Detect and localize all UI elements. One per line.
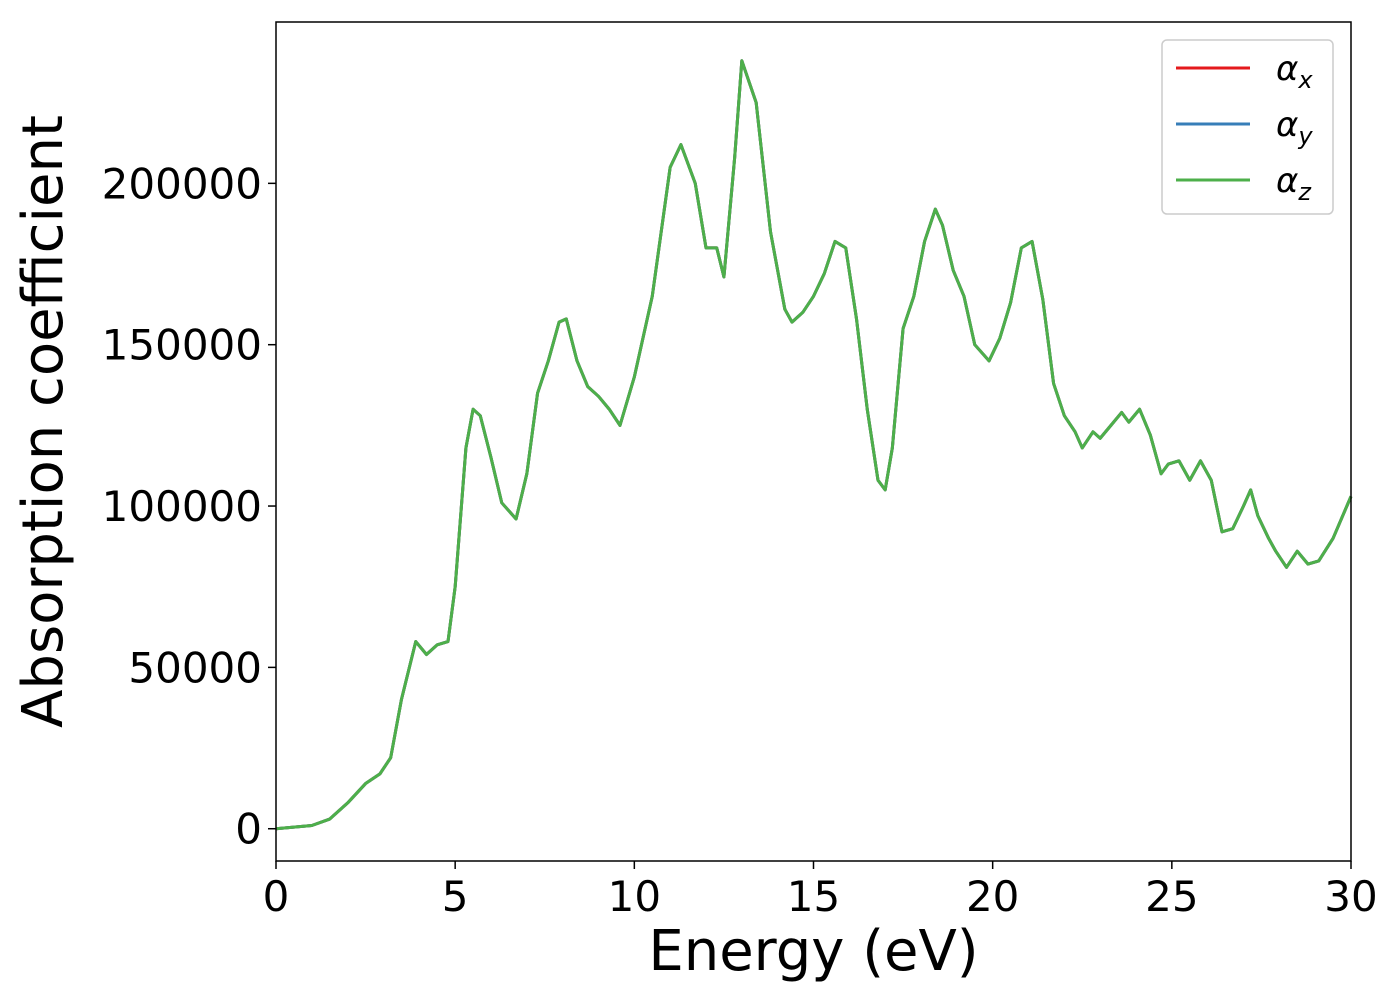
legend-label-z: αz [1276,161,1312,206]
y-axis-label: Absorption coefficient [11,115,76,728]
x-tick-label: 15 [787,872,840,921]
x-tick-label: 10 [608,872,661,921]
legend-box [1161,39,1334,215]
y-tick-label: 50000 [128,643,262,692]
plot-area [275,59,1353,831]
y-tick-label: 150000 [102,321,262,370]
legend: αx αy αz [1161,39,1334,215]
x-axis: 0 5 10 15 20 25 30 [263,861,1378,921]
x-tick-label: 25 [1145,872,1198,921]
y-tick-label: 0 [235,805,262,854]
x-tick-label: 30 [1324,872,1377,921]
y-tick-label: 200000 [102,159,262,208]
x-axis-label: Energy (eV) [648,919,978,984]
x-tick-label: 0 [263,872,290,921]
series-line-z [275,59,1353,831]
legend-label-x: αx [1276,49,1313,94]
x-tick-label: 5 [442,872,469,921]
x-tick-label: 20 [966,872,1019,921]
y-axis: 0 50000 100000 150000 200000 [102,159,276,854]
legend-label-y: αy [1276,105,1313,150]
y-tick-label: 100000 [102,482,262,531]
